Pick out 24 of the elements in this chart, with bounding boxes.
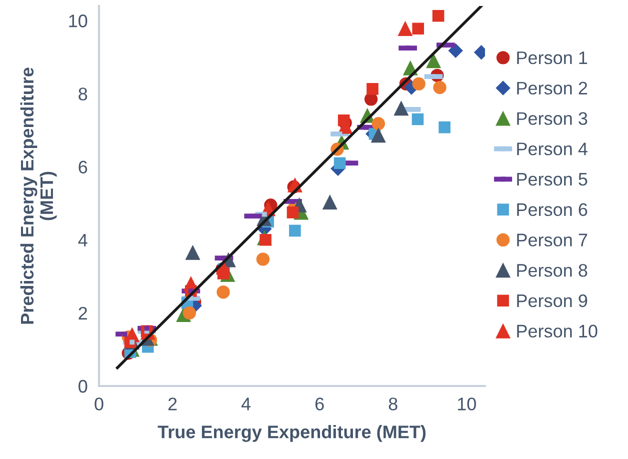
- x-tick-label: 0: [94, 398, 104, 410]
- x-axis-title: True Energy Expenditure (MET): [158, 425, 426, 442]
- x-tick-label: 10: [458, 398, 476, 410]
- legend-label: Person 5: [517, 173, 588, 186]
- legend-label: Person 9: [517, 294, 588, 308]
- y-tick-label: 10: [69, 14, 88, 28]
- y-tick-label: 8: [78, 88, 88, 100]
- x-tick-label: 2: [168, 398, 177, 410]
- x-tick-label: 6: [315, 398, 324, 410]
- legend-label: Person 6: [517, 203, 588, 216]
- legend-label: Person 3: [517, 112, 588, 125]
- y-tick-label: 4: [78, 234, 88, 246]
- legend-label: Person 10: [517, 324, 598, 338]
- x-tick-label: 4: [241, 398, 251, 410]
- y-tick-label: 6: [78, 160, 88, 174]
- y-tick-label: 0: [78, 380, 88, 393]
- x-tick-label: 8: [388, 398, 398, 410]
- legend-label: Person 7: [517, 234, 588, 246]
- y-axis-title: Predicted Energy Expenditure (MET): [20, 68, 57, 324]
- legend-label: Person 2: [517, 82, 588, 95]
- legend-label: Person 1: [517, 52, 588, 64]
- legend-label: Person 8: [517, 264, 588, 277]
- legend-label: Person 4: [517, 142, 588, 156]
- y-tick-label: 2: [78, 306, 87, 320]
